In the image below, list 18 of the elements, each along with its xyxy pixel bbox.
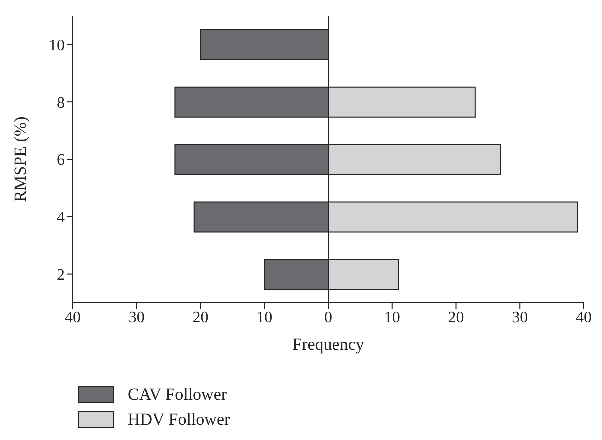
y-axis-title: RMSPE (%): [11, 116, 30, 202]
x-tick-label: 20: [448, 309, 464, 326]
x-tick-label: 10: [384, 309, 400, 326]
x-tick-label: 10: [256, 309, 273, 326]
x-tick-label: 40: [576, 309, 592, 326]
legend-label: HDV Follower: [128, 410, 230, 430]
x-tick-label: 20: [192, 309, 209, 326]
x-tick-label: 40: [65, 309, 81, 326]
y-tick-label: 10: [49, 37, 65, 54]
x-tick-label: 0: [324, 309, 332, 326]
y-tick-label: 8: [57, 94, 65, 112]
x-axis-title: Frequency: [292, 335, 365, 354]
y-tick-label: 2: [57, 266, 65, 284]
y-tick-label: 4: [57, 210, 65, 227]
x-tick-label: 30: [512, 309, 528, 326]
legend-label: CAV Follower: [128, 384, 228, 404]
x-tick-label: 30: [128, 309, 145, 326]
y-tick-label: 6: [57, 152, 65, 170]
